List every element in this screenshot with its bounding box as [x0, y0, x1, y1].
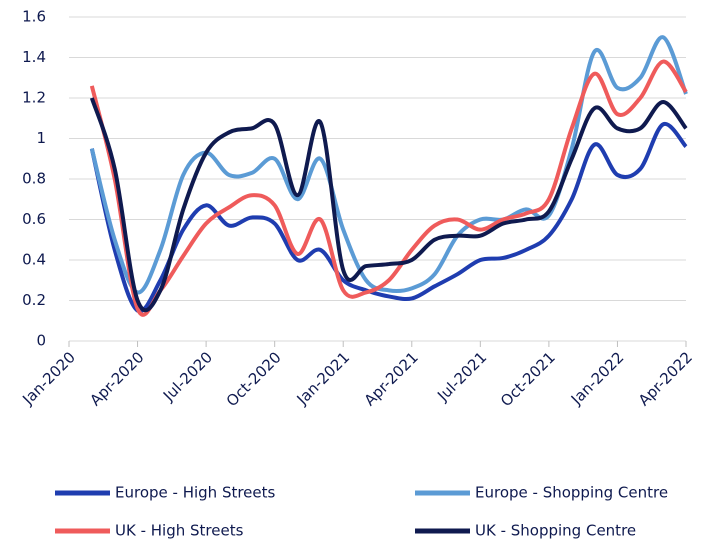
y-tick-label: 0.4 — [22, 251, 46, 269]
y-tick-label: 0.8 — [22, 170, 46, 188]
x-tick-label: Oct-2020 — [223, 348, 285, 410]
series-line — [89, 35, 688, 295]
y-tick-label: 1.2 — [22, 89, 46, 107]
legend-label: Europe - Shopping Centre — [475, 484, 668, 502]
x-tick-label: Oct-2021 — [497, 348, 559, 410]
y-tick-label: 0 — [36, 332, 46, 350]
series-line — [89, 59, 688, 317]
x-tick-label: Apr-2020 — [86, 348, 147, 409]
legend-label: UK - High Streets — [115, 522, 244, 540]
x-tick-label: Apr-2022 — [635, 348, 696, 409]
x-tick-label: Apr-2021 — [361, 348, 422, 409]
x-tick-label: Jan-2021 — [293, 348, 354, 409]
legend-label: Europe - High Streets — [115, 484, 276, 502]
legend-label: UK - Shopping Centre — [475, 522, 636, 540]
x-tick-label: Jan-2022 — [567, 348, 628, 409]
series-line — [89, 122, 688, 314]
y-tick-label: 1 — [36, 129, 46, 147]
x-tick-label: Jul-2021 — [433, 348, 490, 405]
y-tick-label: 1.6 — [22, 8, 46, 26]
y-tick-label: 1.4 — [22, 48, 46, 66]
y-tick-label: 0.2 — [22, 291, 46, 309]
y-tick-label: 0.6 — [22, 210, 46, 228]
x-tick-label: Jul-2020 — [159, 348, 216, 405]
series-line — [89, 97, 688, 313]
x-tick-label: Jan-2020 — [18, 348, 79, 409]
